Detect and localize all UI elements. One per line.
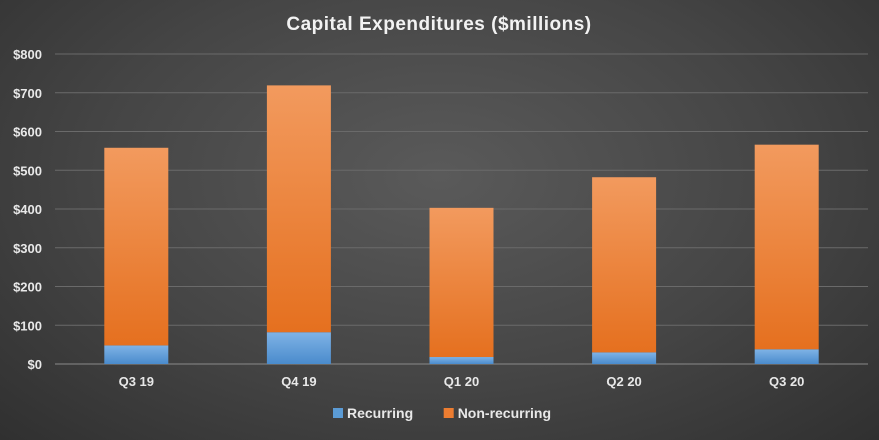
x-tick-label: Q2 20 (606, 374, 641, 389)
y-tick-label: $600 (13, 125, 42, 140)
bar-recurring-2 (429, 357, 494, 364)
bars (104, 85, 819, 364)
bar-non-recurring-3 (592, 177, 657, 353)
legend-swatch-recurring (333, 408, 343, 418)
bar-non-recurring-1 (266, 85, 331, 333)
x-tick-label: Q3 19 (119, 374, 154, 389)
legend-swatch-non-recurring (443, 408, 454, 418)
y-axis-ticks: $0 $100 $200 $300 $400 $500 $600 $700 $800 (13, 47, 42, 372)
x-axis-ticks: Q3 19 Q4 19 Q1 20 Q2 20 Q3 20 (119, 374, 805, 389)
legend-label: Recurring (347, 405, 413, 421)
y-tick-label: $0 (28, 357, 42, 372)
x-tick-label: Q4 19 (281, 374, 316, 389)
y-tick-label: $700 (13, 86, 42, 101)
bar-recurring-1 (266, 332, 331, 364)
bar-non-recurring-0 (104, 147, 169, 346)
legend-label: Non-recurring (458, 405, 551, 421)
bar-non-recurring-2 (429, 207, 494, 358)
y-tick-label: $200 (13, 280, 42, 295)
y-tick-label: $400 (13, 202, 42, 217)
y-tick-label: $100 (13, 318, 42, 333)
y-tick-label: $500 (13, 163, 42, 178)
bar-non-recurring-4 (754, 144, 819, 350)
bar-recurring-0 (104, 345, 169, 364)
y-tick-label: $300 (13, 241, 42, 256)
bar-recurring-4 (754, 349, 819, 364)
x-tick-label: Q3 20 (769, 374, 804, 389)
chart-title: Capital Expenditures ($millions) (286, 14, 591, 35)
bar-recurring-3 (592, 352, 657, 364)
x-tick-label: Q1 20 (444, 374, 479, 389)
y-tick-label: $800 (13, 47, 42, 62)
legend: Recurring Non-recurring (333, 405, 551, 421)
